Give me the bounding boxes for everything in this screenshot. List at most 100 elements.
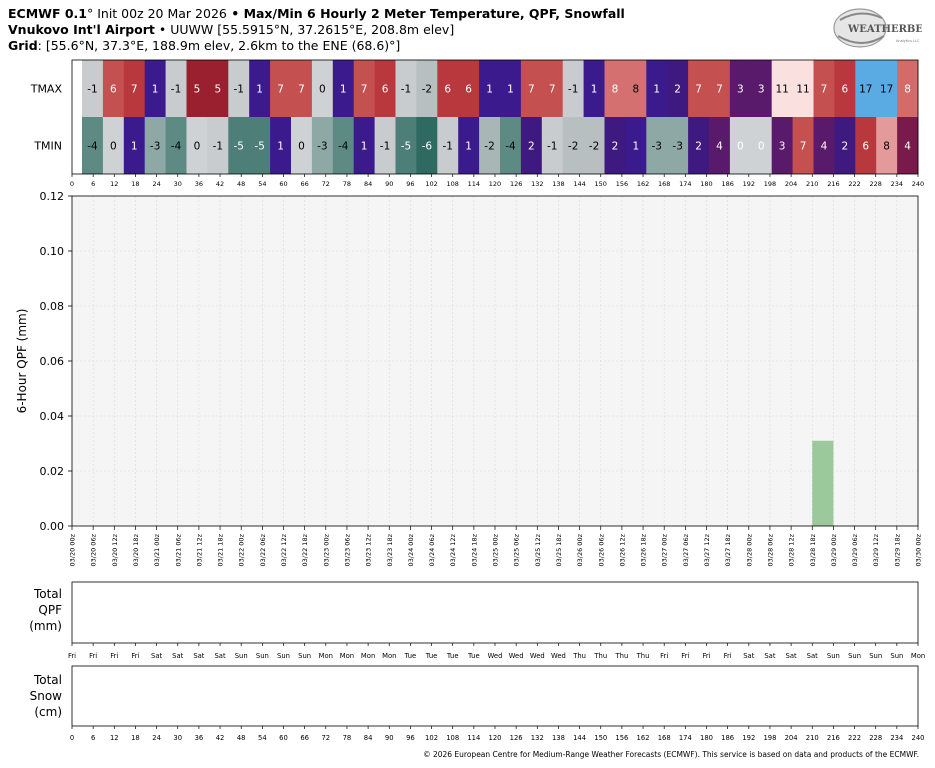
heat-cell-value: 3 [737, 84, 744, 96]
heat-cell [332, 117, 355, 174]
heat-cell-value: -3 [150, 141, 160, 153]
heat-cell [813, 60, 835, 117]
total-snow-x-tick-label: 78 [343, 734, 352, 742]
qpf-y-tick-label: 0.04 [40, 410, 65, 423]
heat-cell-value: -1 [547, 141, 557, 153]
qpf-x-tick-label: 03/25 18z [555, 533, 563, 566]
heat-cell [688, 117, 710, 174]
heat-cell-value: -4 [505, 141, 516, 153]
heat-cell-value: 1 [277, 141, 284, 153]
heat-cell [458, 60, 480, 117]
heat-cell-value: 7 [716, 84, 723, 96]
heat-cell-value: 0 [110, 141, 117, 153]
bullet: • [226, 6, 244, 21]
heat-cell [311, 60, 334, 117]
heat-row-label: TMIN [33, 140, 62, 153]
heat-cell-value: 1 [340, 84, 347, 96]
total-snow-y-label: Snow [30, 689, 63, 703]
total-snow-x-tick-label: 204 [785, 734, 798, 742]
total-qpf-y-label: (mm) [29, 619, 62, 633]
total-qpf-x-tick-label: Sun [277, 652, 290, 660]
heat-cell-value: 17 [859, 84, 872, 96]
qpf-x-tick-label: 03/24 06z [428, 533, 436, 566]
total-snow-panel: Total Snow (cm) 0 6 12 18 24 30 36 42 48 54 60 66 72 78 8… [30, 665, 924, 742]
grid-label: Grid [8, 38, 38, 53]
qpf-bar-chart: 0.00 0.02 0.04 0.06 0.08 0.10 0.12 03/20 00z 03/… [15, 190, 923, 566]
heat-cell-value: 0 [737, 141, 744, 153]
qpf-x-tick-label: 03/29 00z [830, 533, 838, 566]
heat-cell-value: 6 [110, 84, 117, 96]
heat-cell-value: -3 [652, 141, 662, 153]
qpf-x-tick-label: 03/23 18z [386, 533, 394, 566]
heat-x-tick-label: 222 [848, 180, 860, 188]
heat-cell-value: -1 [568, 84, 578, 96]
qpf-x-tick-label: 03/22 06z [259, 533, 267, 566]
station-name: Vnukovo Int'l Airport [8, 22, 155, 37]
total-snow-x-tick-label: 180 [700, 734, 713, 742]
qpf-x-tick-label: 03/23 12z [365, 533, 373, 566]
heat-cell-value: -2 [568, 141, 578, 153]
qpf-x-tick-label: 03/20 06z [90, 533, 98, 566]
heat-x-tick-label: 180 [700, 180, 712, 188]
heat-cell-value: 6 [842, 84, 849, 96]
heat-cell [228, 117, 250, 174]
grid-info: : [55.6°N, 37.3°E, 188.9m elev, 2.6km to… [37, 38, 401, 53]
qpf-x-tick-label: 03/23 00z [322, 533, 330, 566]
qpf-x-tick-label: 03/28 12z [788, 533, 796, 566]
qpf-x-tick-label: 03/23 06z [343, 533, 351, 566]
heat-cell-value: -2 [422, 84, 432, 96]
heat-x-tick-label: 228 [869, 180, 881, 188]
heat-cell-value: -1 [234, 84, 244, 96]
heat-cell [207, 60, 229, 117]
heat-x-tick-label: 42 [216, 180, 224, 188]
total-snow-x-tick-label: 54 [258, 734, 267, 742]
qpf-plot-frame [71, 195, 919, 527]
heat-cell-value: 0 [319, 84, 326, 96]
heat-x-tick-label: 144 [573, 180, 585, 188]
total-snow-x-tick-label: 162 [637, 734, 650, 742]
qpf-x-tick-label: 03/24 12z [449, 533, 457, 566]
heat-x-tick-label: 6 [91, 180, 95, 188]
qpf-x-tick-label: 03/27 00z [661, 533, 669, 566]
qpf-y-tick-label: 0.08 [40, 300, 65, 313]
qpf-x-tick-label: 03/28 00z [745, 533, 753, 566]
qpf-x-tick-label: 03/29 06z [851, 533, 859, 566]
heat-x-tick-label: 60 [279, 180, 287, 188]
qpf-x-tick-label: 03/20 18z [132, 533, 140, 566]
total-qpf-x-tick-label: Sun [890, 652, 903, 660]
heat-cell [562, 117, 585, 174]
total-qpf-y-label: Total [33, 587, 62, 601]
heat-cell-value: 11 [775, 84, 788, 96]
heat-cell-value: 8 [883, 141, 890, 153]
total-qpf-x-tick-label: Sun [298, 652, 311, 660]
total-qpf-x-tick-label: Sun [827, 652, 840, 660]
qpf-x-tick-label: 03/29 12z [872, 533, 880, 566]
total-qpf-x-tick-label: Fri [110, 652, 118, 660]
heat-cell [771, 60, 794, 117]
total-qpf-x-tick-label: Tue [467, 652, 480, 660]
total-snow-x-tick-label: 72 [321, 734, 330, 742]
heat-cell-value: 7 [277, 84, 284, 96]
heat-cell [332, 60, 355, 117]
heat-x-tick-label: 216 [827, 180, 839, 188]
qpf-x-tick-label: 03/21 18z [217, 533, 225, 566]
heat-cell-value: 7 [361, 84, 368, 96]
heat-cell-value: 1 [131, 141, 138, 153]
qpf-bar [812, 440, 834, 526]
heat-cell-value: 8 [633, 84, 640, 96]
qpf-y-axis-label: 6-Hour QPF (mm) [15, 309, 29, 414]
qpf-x-tick-label: 03/20 00z [69, 533, 77, 566]
qpf-x-tick-label: 03/26 00z [576, 533, 584, 566]
total-qpf-x-tick-label: Sat [193, 652, 204, 660]
heat-cell [541, 117, 564, 174]
total-snow-x-tick-label: 186 [721, 734, 734, 742]
heat-cell [604, 117, 626, 174]
heat-cell-value: -5 [401, 141, 411, 153]
heat-cell-value: 7 [549, 84, 556, 96]
heat-cell-value: 11 [796, 84, 809, 96]
heat-x-tick-label: 198 [764, 180, 776, 188]
heat-cell-value: 6 [465, 84, 472, 96]
heat-cell [500, 60, 522, 117]
total-snow-x-tick-label: 144 [573, 734, 586, 742]
